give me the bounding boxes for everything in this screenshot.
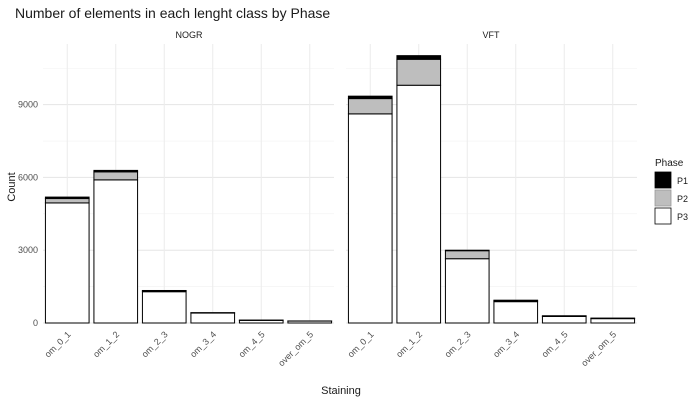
bar-segment-vft-om-0-1-p1 bbox=[347, 95, 393, 100]
x-tick-label: over_om_5 bbox=[276, 329, 315, 368]
bar-segment-nogr-om-2-3-p3 bbox=[141, 291, 187, 324]
legend-key-p2 bbox=[654, 189, 672, 207]
legend-title: Phase bbox=[655, 158, 684, 169]
x-tick-label: om_0_1 bbox=[346, 329, 376, 359]
bar-segment-vft-om-0-1-p3 bbox=[347, 113, 393, 324]
y-tick-label: 0 bbox=[33, 318, 38, 328]
x-tick-label: om_4_5 bbox=[540, 329, 570, 359]
x-tick-label: om_2_3 bbox=[140, 329, 170, 359]
bar-segment-nogr-om-1-2-p1 bbox=[93, 169, 139, 173]
y-axis-label: Count bbox=[6, 172, 18, 201]
bar-segment-nogr-om-3-4-p3 bbox=[190, 312, 236, 324]
bar-segment-vft-om-2-3-p3 bbox=[444, 258, 490, 324]
x-tick-label: om_3_4 bbox=[491, 329, 521, 359]
x-tick-label: om_3_4 bbox=[188, 329, 218, 359]
bar-segment-nogr-om-0-1-p1 bbox=[44, 196, 90, 200]
bar-segment-vft-om-1-2-p3 bbox=[396, 84, 442, 324]
legend-key-p3 bbox=[654, 207, 672, 225]
y-tick-label: 9000 bbox=[18, 100, 38, 110]
panel-strip-label: NOGR bbox=[176, 30, 204, 40]
x-tick-label: om_0_1 bbox=[43, 329, 73, 359]
legend-label-p2: P2 bbox=[677, 194, 688, 204]
chart-title: Number of elements in each lenght class … bbox=[15, 5, 330, 21]
bar-segment-vft-om-2-3-p2 bbox=[444, 250, 490, 260]
y-tick-label: 3000 bbox=[18, 245, 38, 255]
x-tick-label: om_4_5 bbox=[237, 329, 267, 359]
x-tick-label: om_1_2 bbox=[91, 329, 121, 359]
x-tick-label: om_2_3 bbox=[443, 329, 473, 359]
bar-segment-nogr-om-1-2-p2 bbox=[93, 171, 139, 181]
legend: Phase P1 P2 P3 bbox=[654, 158, 688, 225]
bar-segment-nogr-om-1-2-p3 bbox=[93, 179, 139, 324]
bar-segment-vft-om-3-4-p3 bbox=[493, 301, 539, 324]
x-tick-label: om_1_2 bbox=[394, 329, 424, 359]
bar-segment-nogr-om-0-1-p3 bbox=[44, 202, 90, 324]
x-axis-label: Staining bbox=[321, 385, 361, 397]
bar-segment-vft-om-1-2-p1 bbox=[396, 55, 442, 60]
bar-segment-nogr-om-0-1-p2 bbox=[44, 198, 90, 204]
legend-label-p3: P3 bbox=[677, 212, 688, 222]
legend-key-p1 bbox=[654, 171, 672, 189]
bar-segment-vft-om-0-1-p2 bbox=[347, 98, 393, 115]
y-tick-label: 6000 bbox=[18, 172, 38, 182]
legend-label-p1: P1 bbox=[677, 176, 688, 186]
bar-segment-vft-om-4-5-p3 bbox=[541, 315, 587, 324]
bar-segment-vft-over-om-5-p3 bbox=[590, 318, 636, 324]
panels-layer: 0 3000 6000 9000 NOGR om_0_1 om_1_2 om_2_3 om_3_… bbox=[18, 30, 637, 368]
x-tick-label: over_om_5 bbox=[579, 329, 618, 368]
panel-strip-label: VFT bbox=[483, 30, 501, 40]
bar-segment-vft-om-1-2-p2 bbox=[396, 58, 442, 86]
